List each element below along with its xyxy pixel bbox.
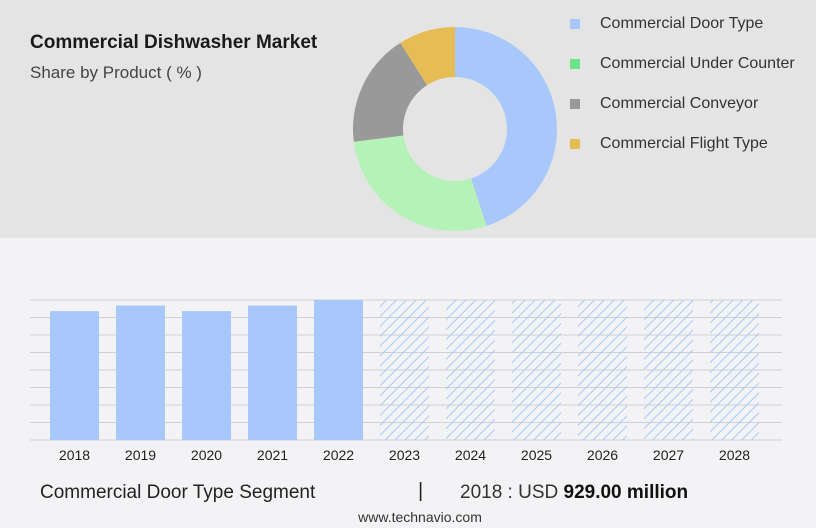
x-tick-label-2020: 2020 xyxy=(191,447,222,463)
donut-slice-4 xyxy=(400,27,455,86)
x-tick-label-2024: 2024 xyxy=(455,447,486,463)
bar-2019 xyxy=(116,305,165,440)
x-tick-label-2018: 2018 xyxy=(59,447,90,463)
bar-2026 xyxy=(578,300,627,440)
bar-2018 xyxy=(50,311,99,440)
footer-year-label: 2018 : USD xyxy=(460,482,559,503)
legend-swatch-flight xyxy=(570,139,580,149)
legend-swatch-door xyxy=(570,19,580,29)
legend-label-flight: Commercial Flight Type xyxy=(600,135,768,152)
x-tick-label-2023: 2023 xyxy=(389,447,420,463)
bar-2022 xyxy=(314,300,363,440)
legend-swatch-conveyor xyxy=(570,99,580,109)
source-url: www.technavio.com xyxy=(358,509,482,525)
legend-label-conveyor: Commercial Conveyor xyxy=(600,95,759,112)
footer-segment-label: Commercial Door Type Segment xyxy=(40,482,316,503)
legend-swatch-under xyxy=(570,59,580,69)
bar-2028 xyxy=(710,300,759,440)
footer-divider: | xyxy=(418,480,424,502)
x-tick-label-2019: 2019 xyxy=(125,447,156,463)
x-tick-label-2026: 2026 xyxy=(587,447,618,463)
bar-2027 xyxy=(644,300,693,440)
legend-label-under: Commercial Under Counter xyxy=(600,55,795,72)
bar-2020 xyxy=(182,311,231,440)
x-tick-label-2027: 2027 xyxy=(653,447,684,463)
bar-chart: 2018 2019 2020 2021 2022 2023 2024 2025 2026 2027… xyxy=(30,299,782,463)
bar-2024 xyxy=(446,300,495,440)
donut-slice-3 xyxy=(353,42,428,142)
donut-slice-2 xyxy=(353,135,487,231)
chart-subtitle: Share by Product ( % ) xyxy=(30,63,202,82)
donut-chart xyxy=(353,27,557,231)
x-tick-label-2021: 2021 xyxy=(257,447,288,463)
legend-label-door: Commercial Door Type xyxy=(600,15,764,32)
x-tick-label-2025: 2025 xyxy=(521,447,552,463)
footer-value-group: 2018 : USD 929.00 million xyxy=(460,482,688,504)
bar-2023 xyxy=(380,300,429,440)
footer-value: 929.00 million xyxy=(563,482,689,503)
donut-slice-1 xyxy=(455,27,557,227)
x-tick-label-2028: 2028 xyxy=(719,447,750,463)
x-tick-label-2022: 2022 xyxy=(323,447,354,463)
chart-title: Commercial Dishwasher Market xyxy=(30,32,318,53)
bar-2021 xyxy=(248,305,297,440)
bar-2025 xyxy=(512,300,561,440)
